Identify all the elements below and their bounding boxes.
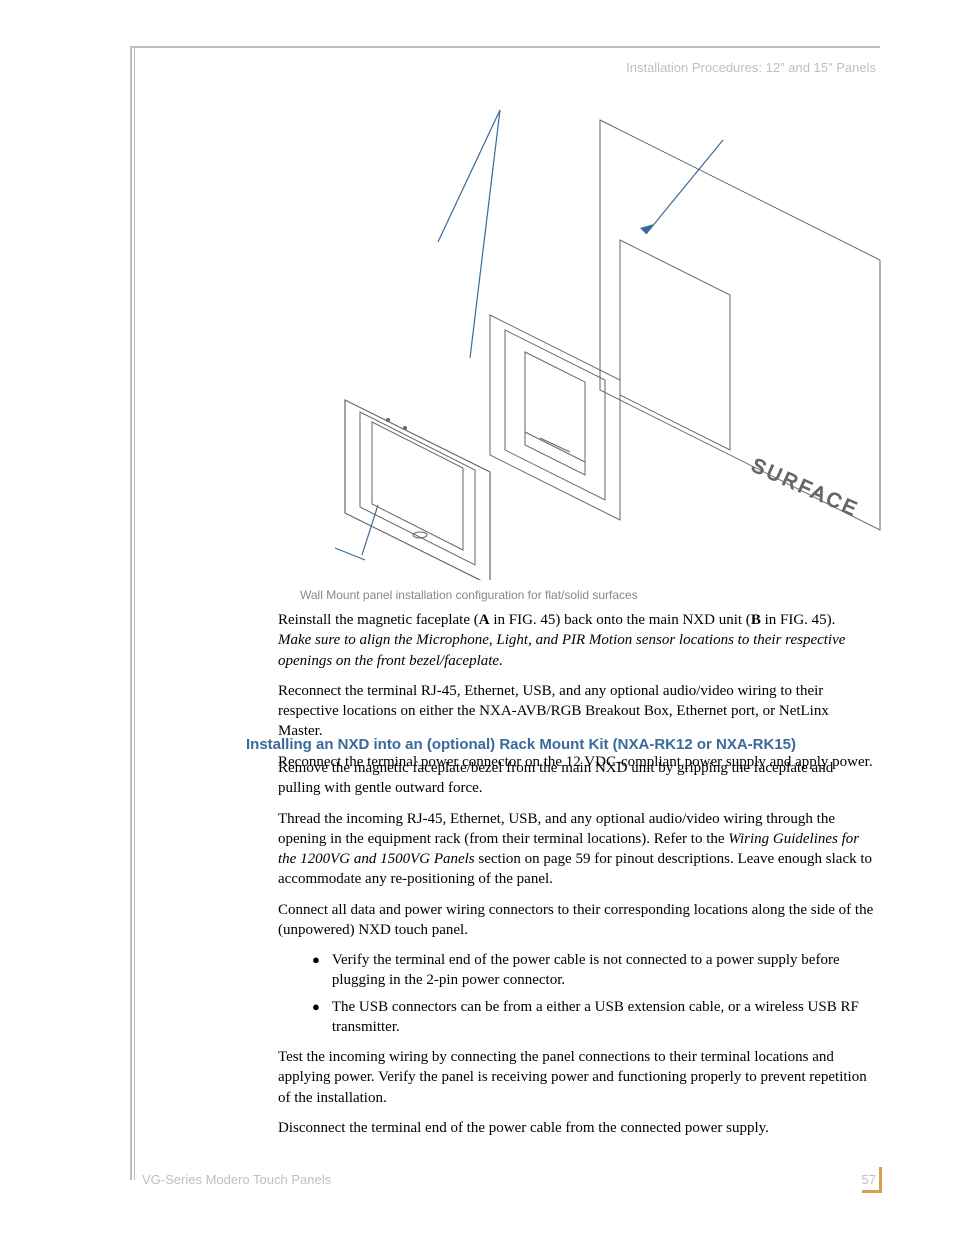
- section-header: Installation Procedures: 12" and 15" Pan…: [626, 60, 876, 75]
- figure-svg: SURFACE: [270, 100, 890, 580]
- para-test-wiring: Test the incoming wiring by connecting t…: [278, 1047, 876, 1108]
- footer-page-number: 57: [862, 1172, 876, 1187]
- list-item: ● Verify the terminal end of the power c…: [312, 950, 876, 991]
- para-connect-wiring: Connect all data and power wiring connec…: [278, 900, 876, 941]
- body-text-rack: Remove the magnetic faceplate/bezel from…: [278, 758, 876, 1148]
- left-rule-b: [134, 46, 135, 1180]
- para-thread-wiring: Thread the incoming RJ-45, Ethernet, USB…: [278, 809, 876, 890]
- body-text: Reinstall the magnetic faceplate (A in F…: [278, 610, 876, 782]
- bullet-icon: ●: [312, 997, 320, 1017]
- surface-label: SURFACE: [748, 454, 862, 521]
- bullet-list: ● Verify the terminal end of the power c…: [312, 950, 876, 1037]
- footer-accent-h: [862, 1190, 882, 1193]
- bullet-text: Verify the terminal end of the power cab…: [332, 950, 876, 991]
- heading-rack-mount: Installing an NXD into an (optional) Rac…: [246, 736, 796, 753]
- left-rule-a: [130, 46, 132, 1180]
- para-disconnect: Disconnect the terminal end of the power…: [278, 1118, 876, 1138]
- bullet-text: The USB connectors can be from a either …: [332, 997, 876, 1038]
- list-item: ● The USB connectors can be from a eithe…: [312, 997, 876, 1038]
- footer-doc-title: VG-Series Modero Touch Panels: [142, 1172, 331, 1187]
- top-rule: [130, 46, 880, 48]
- para-reinstall: Reinstall the magnetic faceplate (A in F…: [278, 610, 876, 671]
- bullet-icon: ●: [312, 950, 320, 970]
- figure-wall-mount: SURFACE: [270, 100, 890, 580]
- figure-caption: Wall Mount panel installation configurat…: [300, 588, 638, 602]
- page: Installation Procedures: 12" and 15" Pan…: [0, 0, 954, 1235]
- para-reconnect-wiring: Reconnect the terminal RJ-45, Ethernet, …: [278, 681, 876, 742]
- para-remove-faceplate: Remove the magnetic faceplate/bezel from…: [278, 758, 876, 799]
- para-align-note: Make sure to align the Microphone, Light…: [278, 632, 845, 668]
